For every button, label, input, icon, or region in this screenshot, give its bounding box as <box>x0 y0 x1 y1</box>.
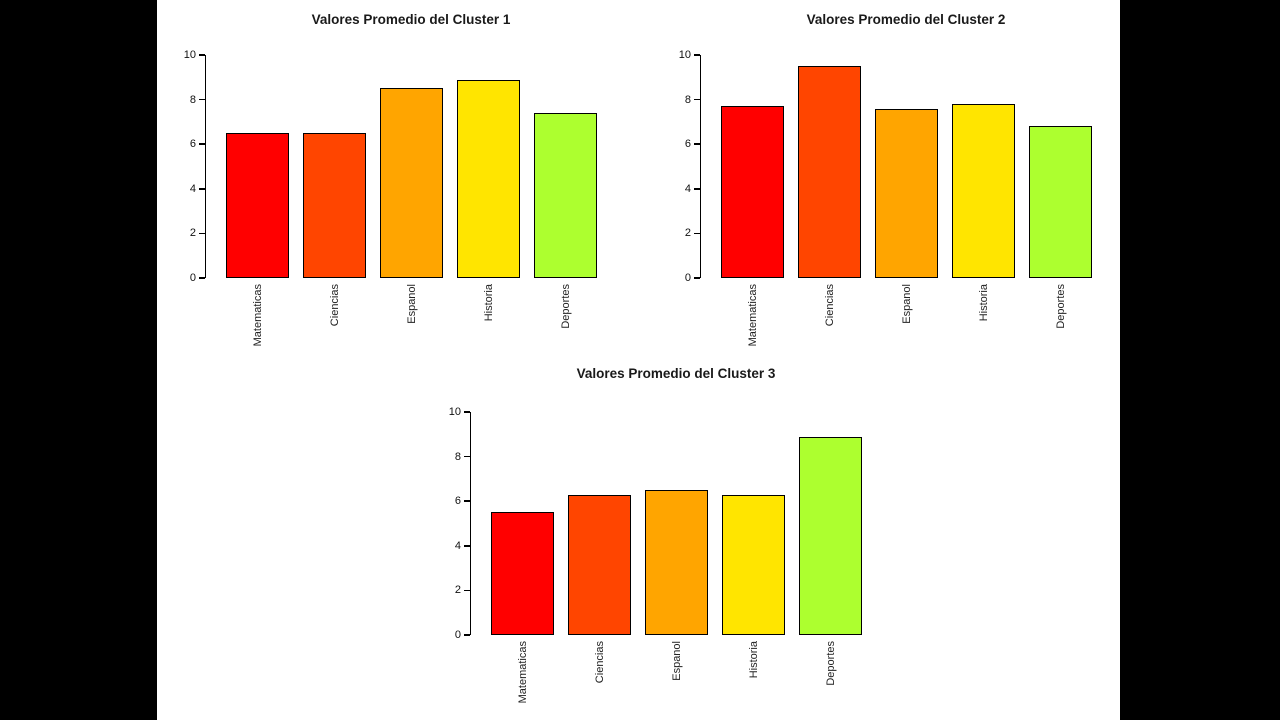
y-tick-mark <box>464 411 470 413</box>
chart-cluster-3: Valores Promedio del Cluster 3 0 2 4 6 8 10 M… <box>442 362 882 703</box>
y-tick-mark <box>199 54 205 56</box>
y-tick-mark <box>464 634 470 636</box>
y-tick-mark <box>694 54 700 56</box>
y-tick-mark <box>199 98 205 101</box>
plot-area: Matematicas Ciencias Espanol Historia Deport… <box>470 412 871 703</box>
bar-historia <box>457 79 520 278</box>
x-category-label: Espanol <box>670 641 683 681</box>
y-tick-label: 10 <box>678 49 691 61</box>
y-tick-label: 8 <box>189 93 196 106</box>
y-tick-label: 2 <box>189 227 196 240</box>
chart-title: Valores Promedio del Cluster 2 <box>806 12 1006 27</box>
y-tick-mark <box>464 545 470 547</box>
y-tick-mark <box>694 143 700 145</box>
plot-canvas: Valores Promedio del Cluster 1 0 2 4 6 8 10 M… <box>157 0 1120 720</box>
x-category-label: Espanol <box>405 284 418 324</box>
y-tick-mark <box>694 188 700 190</box>
y-tick-mark <box>464 500 470 502</box>
bar-ciencias <box>303 133 366 278</box>
chart-body: 0 2 4 6 8 10 Matematicas Ciencias Espanol Histor… <box>442 406 882 703</box>
bar-espanol <box>380 88 443 278</box>
x-category-label: Historia <box>482 284 495 322</box>
bar-espanol <box>875 108 938 278</box>
y-tick-label: 10 <box>448 406 461 418</box>
y-tick-mark <box>694 277 700 279</box>
y-tick-mark <box>199 143 205 145</box>
bar-ciencias <box>798 66 861 278</box>
y-tick-label: 2 <box>454 584 461 597</box>
chart-body: 0 2 4 6 8 10 Matematicas Ciencias Espanol Histor… <box>177 49 617 346</box>
chart-cluster-1: Valores Promedio del Cluster 1 0 2 4 6 8 10 M… <box>177 8 617 346</box>
y-tick-label: 10 <box>183 49 196 61</box>
y-tick-mark <box>199 277 205 279</box>
y-tick-mark <box>199 232 205 235</box>
bar-deportes <box>534 112 597 278</box>
bar-espanol <box>645 490 708 635</box>
chart-title: Valores Promedio del Cluster 3 <box>576 366 776 381</box>
bar-ciencias <box>568 494 631 635</box>
x-category-label: Ciencias <box>328 284 341 327</box>
x-category-label: Matematicas <box>251 284 264 347</box>
x-category-label: Ciencias <box>593 641 606 684</box>
x-category-label: Espanol <box>900 284 913 324</box>
chart-title: Valores Promedio del Cluster 1 <box>311 12 511 27</box>
x-category-label: Matematicas <box>746 284 759 347</box>
y-axis: 0 2 4 6 8 10 <box>442 406 470 641</box>
y-tick-label: 8 <box>454 450 461 463</box>
y-tick-label: 6 <box>189 138 196 151</box>
y-tick-label: 6 <box>684 138 691 151</box>
plot-area: Matematicas Ciencias Espanol Historia Deport… <box>205 55 606 346</box>
bar-deportes <box>1029 126 1092 278</box>
y-tick-mark <box>694 232 700 235</box>
y-tick-mark <box>199 188 205 190</box>
x-category-label: Matematicas <box>516 641 529 704</box>
bar-historia <box>722 494 785 635</box>
y-tick-label: 6 <box>454 495 461 508</box>
bar-historia <box>952 104 1015 278</box>
y-tick-label: 8 <box>684 93 691 106</box>
x-category-label: Historia <box>977 284 990 322</box>
y-tick-label: 4 <box>189 182 196 195</box>
y-tick-label: 2 <box>684 227 691 240</box>
y-axis: 0 2 4 6 8 10 <box>177 49 205 284</box>
bar-matematicas <box>721 106 784 278</box>
x-category-label: Deportes <box>559 284 572 329</box>
y-tick-mark <box>464 589 470 592</box>
y-tick-label: 4 <box>454 539 461 552</box>
chart-cluster-2: Valores Promedio del Cluster 2 0 2 4 6 8 10 M… <box>672 8 1112 346</box>
y-tick-label: 0 <box>454 629 461 641</box>
chart-body: 0 2 4 6 8 10 Matematicas Ciencias Espanol Histor… <box>672 49 1112 346</box>
plot-area: Matematicas Ciencias Espanol Historia Deport… <box>700 55 1101 346</box>
x-category-label: Historia <box>747 641 760 679</box>
y-tick-label: 4 <box>684 182 691 195</box>
y-tick-label: 0 <box>189 272 196 284</box>
x-category-label: Deportes <box>824 641 837 686</box>
bar-deportes <box>799 436 862 635</box>
x-category-label: Ciencias <box>823 284 836 327</box>
y-tick-label: 0 <box>684 272 691 284</box>
bar-matematicas <box>226 133 289 278</box>
y-axis: 0 2 4 6 8 10 <box>672 49 700 284</box>
y-tick-mark <box>464 455 470 458</box>
x-category-label: Deportes <box>1054 284 1067 329</box>
y-tick-mark <box>694 98 700 101</box>
bar-matematicas <box>491 512 554 635</box>
